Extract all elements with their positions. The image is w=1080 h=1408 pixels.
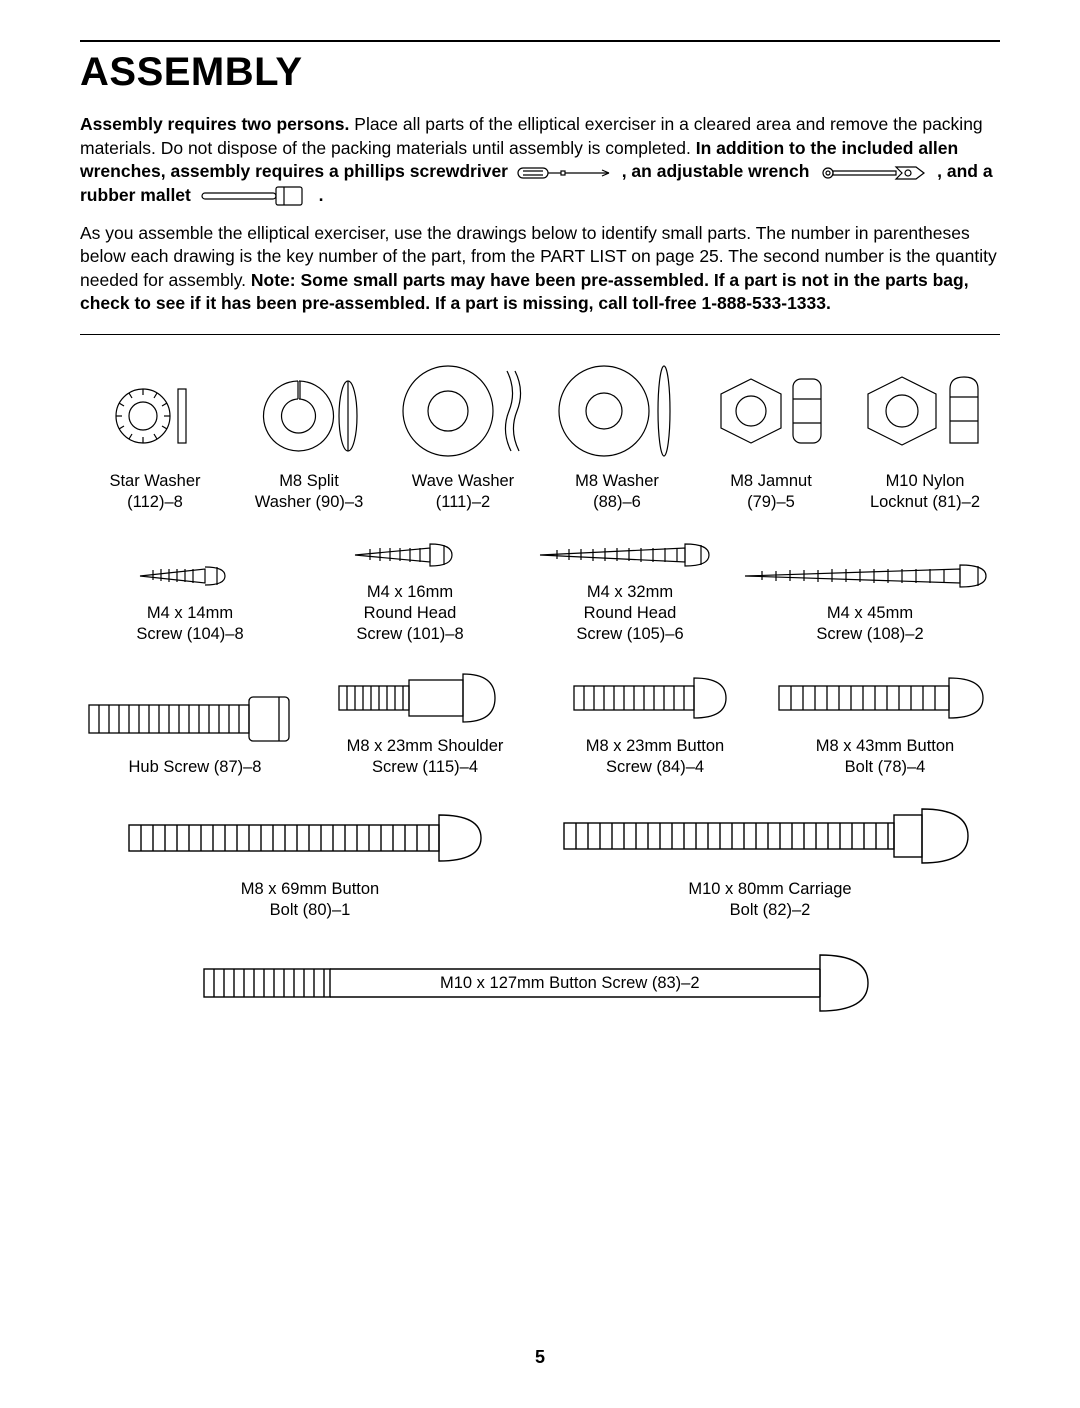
label-l1: Hub Screw (87)–8: [129, 757, 262, 778]
parts-row-4: M8 x 69mm Button Bolt (80)–1 M10 x 80mm …: [80, 803, 1000, 920]
part-m8-69mm-button: M8 x 69mm Button Bolt (80)–1: [80, 807, 540, 920]
label-l1: M10 Nylon: [886, 471, 965, 492]
part-m8-23mm-button: M8 x 23mm Button Screw (84)–4: [540, 670, 770, 777]
m4-16mm-screw-icon: [350, 538, 470, 572]
label-l2: Bolt (82)–2: [730, 900, 811, 921]
part-m10-nylon-locknut: M10 Nylon Locknut (81)–2: [850, 371, 1000, 512]
phillips-screwdriver-icon: [517, 165, 613, 181]
part-m10-127mm-button: M10 x 127mm Button Screw (83)–2: [80, 947, 1000, 1027]
label-l1: M8 Split: [279, 471, 339, 492]
part-wave-washer: Wave Washer (111)–2: [388, 361, 538, 512]
label-l3: Screw (101)–8: [356, 624, 463, 645]
m10-nylon-locknut-icon: [860, 371, 990, 461]
intro-bold-1: Assembly requires two persons.: [80, 114, 349, 134]
intro-bold-2b: , an adjustable wrench: [617, 161, 814, 181]
adjustable-wrench-icon: [818, 163, 928, 183]
part-m8-split-washer: M8 Split Washer (90)–3: [234, 371, 384, 512]
part-m4-16mm-screw: M4 x 16mm Round Head Screw (101)–8: [300, 538, 520, 644]
page-number: 5: [80, 1347, 1000, 1368]
paragraph-2: As you assemble the elliptical exerciser…: [80, 222, 1000, 317]
intro-bold-2d: .: [314, 185, 324, 205]
label-l2: Washer (90)–3: [255, 492, 364, 513]
m8-43mm-button-icon: [775, 670, 995, 726]
label-l2: Locknut (81)–2: [870, 492, 980, 513]
label-l2: Bolt (78)–4: [845, 757, 926, 778]
label-l1: M4 x 45mm: [827, 603, 913, 624]
label-l1: M8 x 23mm Button: [586, 736, 724, 757]
label-l1: M4 x 16mm: [367, 582, 453, 603]
intro-paragraph: Assembly requires two persons. Place all…: [80, 113, 1000, 208]
star-washer-icon: [110, 371, 200, 461]
part-m4-32mm-screw: M4 x 32mm Round Head Screw (105)–6: [520, 538, 740, 644]
m8-69mm-button-icon: [125, 807, 495, 869]
label-l2: Round Head: [584, 603, 677, 624]
part-m8-23mm-shoulder: M8 x 23mm Shoulder Screw (115)–4: [310, 670, 540, 777]
hub-screw-icon: [85, 691, 305, 747]
mid-rule: [80, 334, 1000, 335]
m4-32mm-screw-icon: [535, 538, 725, 572]
label-l2: Screw (108)–2: [816, 624, 923, 645]
m10-80mm-carriage-icon: [560, 803, 980, 869]
rubber-mallet-icon: [200, 185, 310, 207]
label-l1: M8 Washer: [575, 471, 659, 492]
label-l1: M4 x 14mm: [147, 603, 233, 624]
label-l2: Round Head: [364, 603, 457, 624]
part-m8-43mm-button: M8 x 43mm Button Bolt (78)–4: [770, 670, 1000, 777]
label-l2: Screw (84)–4: [606, 757, 704, 778]
part-m4-45mm-screw: M4 x 45mm Screw (108)–2: [740, 559, 1000, 644]
label-l1: M10 x 80mm Carriage: [688, 879, 851, 900]
label-l2: (79)–5: [747, 492, 795, 513]
part-star-washer: Star Washer (112)–8: [80, 371, 230, 512]
m4-45mm-screw-icon: [740, 559, 1000, 593]
label-l2: Screw (104)–8: [136, 624, 243, 645]
part-hub-screw: Hub Screw (87)–8: [80, 691, 310, 778]
top-rule: [80, 40, 1000, 42]
label-l2: Bolt (80)–1: [270, 900, 351, 921]
label-l1: M8 x 69mm Button: [241, 879, 379, 900]
m8-split-washer-icon: [254, 371, 364, 461]
m4-14mm-screw-icon: [135, 559, 245, 593]
label-l2: (88)–6: [593, 492, 641, 513]
label-l3: Screw (105)–6: [576, 624, 683, 645]
label-l1: Star Washer: [109, 471, 200, 492]
label-l2: Screw (115)–4: [372, 757, 478, 778]
part-m10-80mm-carriage: M10 x 80mm Carriage Bolt (82)–2: [540, 803, 1000, 920]
label-l1: M8 Jamnut: [730, 471, 812, 492]
parts-row-2: M4 x 14mm Screw (104)–8 M4 x 16mm Round …: [80, 538, 1000, 644]
part-m8-jamnut: M8 Jamnut (79)–5: [696, 371, 846, 512]
m8-23mm-shoulder-icon: [335, 670, 515, 726]
m8-23mm-button-icon: [570, 670, 740, 726]
label-l1: M8 x 23mm Shoulder: [347, 736, 504, 757]
parts-row-1: Star Washer (112)–8 M8 Split Washer (90)…: [80, 361, 1000, 512]
label-l2: (111)–2: [436, 492, 490, 513]
label-l1: M8 x 43mm Button: [816, 736, 954, 757]
label-l1: M10 x 127mm Button Screw (83)–2: [440, 973, 700, 994]
parts-grid: Star Washer (112)–8 M8 Split Washer (90)…: [80, 361, 1000, 1027]
wave-washer-icon: [393, 361, 533, 461]
label-l1: Wave Washer: [412, 471, 514, 492]
part-m4-14mm-screw: M4 x 14mm Screw (104)–8: [80, 559, 300, 644]
m10-127mm-button-icon: M10 x 127mm Button Screw (83)–2: [200, 947, 880, 1017]
label-l1: M4 x 32mm: [587, 582, 673, 603]
m8-jamnut-icon: [711, 371, 831, 461]
page-title: ASSEMBLY: [80, 50, 1000, 95]
parts-row-3: Hub Screw (87)–8 M8 x 23mm Shoulder Scre…: [80, 670, 1000, 777]
label-l2: (112)–8: [127, 492, 183, 513]
parts-row-5: M10 x 127mm Button Screw (83)–2: [80, 947, 1000, 1027]
m8-washer-icon: [552, 361, 682, 461]
part-m8-washer: M8 Washer (88)–6: [542, 361, 692, 512]
